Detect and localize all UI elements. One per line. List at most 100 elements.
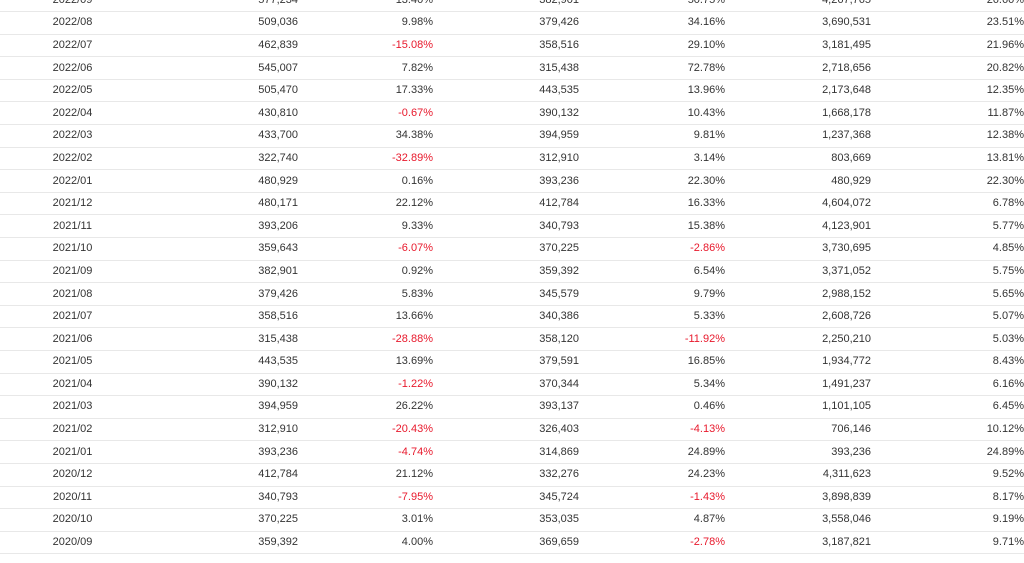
sales-cell: 312,910 xyxy=(145,418,298,442)
sales-cell: 315,438 xyxy=(145,327,298,351)
cumulative-change-cell: 13.81% xyxy=(871,147,1024,171)
sales-cell: 393,236 xyxy=(145,440,298,464)
sales-change-cell: -1.22% xyxy=(298,373,433,397)
prior-change-cell: 5.33% xyxy=(579,305,725,329)
sales-change-cell: 3.01% xyxy=(298,508,433,532)
sales-cell: 505,470 xyxy=(145,79,298,103)
date-cell: 2021/11 xyxy=(0,214,145,239)
prior-change-cell: 50.75% xyxy=(579,0,725,13)
sales-change-cell: 7.82% xyxy=(298,56,433,80)
cumulative-cell: 1,668,178 xyxy=(725,101,871,126)
prior-change-cell: 9.79% xyxy=(579,282,725,306)
sales-cell: 433,700 xyxy=(145,124,298,148)
date-cell: 2021/03 xyxy=(0,395,145,419)
sales-change-cell: 22.12% xyxy=(298,192,433,216)
sales-cell: 394,959 xyxy=(145,395,298,419)
cumulative-change-cell: 8.43% xyxy=(871,350,1024,374)
prior-change-cell: 5.34% xyxy=(579,373,725,397)
cumulative-cell: 480,929 xyxy=(725,169,871,193)
cumulative-change-cell: 24.89% xyxy=(871,440,1024,464)
cumulative-cell: 3,371,052 xyxy=(725,260,871,284)
prior-value-cell: 353,035 xyxy=(433,508,579,532)
cumulative-cell: 1,934,772 xyxy=(725,350,871,374)
sales-change-cell: 26.22% xyxy=(298,395,433,419)
sales-change-cell: -4.74% xyxy=(298,440,433,464)
cumulative-change-cell: 6.78% xyxy=(871,192,1024,216)
prior-value-cell: 412,784 xyxy=(433,192,579,216)
table-row: 2021/05 443,535 13.69% 379,591 16.85% 1,934,7… xyxy=(0,350,1024,374)
cumulative-cell: 3,558,046 xyxy=(725,508,871,532)
date-cell: 2022/06 xyxy=(0,56,145,80)
prior-change-cell: -4.13% xyxy=(579,418,725,442)
cumulative-cell: 4,311,623 xyxy=(725,463,871,487)
table-row: 2021/04 390,132 -1.22% 370,344 5.34% 1,491,23… xyxy=(0,373,1024,397)
prior-change-cell: 16.33% xyxy=(579,192,725,216)
cumulative-change-cell: 21.96% xyxy=(871,34,1024,58)
sales-cell: 340,793 xyxy=(145,486,298,510)
sales-cell: 382,901 xyxy=(145,260,298,284)
sales-change-cell: 0.92% xyxy=(298,260,433,284)
prior-change-cell: 10.43% xyxy=(579,101,725,126)
prior-value-cell: 379,426 xyxy=(433,11,579,35)
cumulative-cell: 1,491,237 xyxy=(725,373,871,397)
sales-change-cell: 13.40% xyxy=(298,0,433,13)
prior-change-cell: 3.14% xyxy=(579,147,725,171)
cumulative-cell: 3,181,495 xyxy=(725,34,871,58)
cumulative-cell: 803,669 xyxy=(725,147,871,171)
prior-value-cell: 332,276 xyxy=(433,463,579,487)
prior-value-cell: 390,132 xyxy=(433,101,579,126)
prior-value-cell: 379,591 xyxy=(433,350,579,374)
date-cell: 2022/02 xyxy=(0,147,145,171)
table-row: 2022/08 509,036 9.98% 379,426 34.16% 3,690,53… xyxy=(0,11,1024,35)
prior-change-cell: 16.85% xyxy=(579,350,725,374)
sales-cell: 393,206 xyxy=(145,214,298,239)
cumulative-change-cell: 9.52% xyxy=(871,463,1024,487)
sales-cell: 577,234 xyxy=(145,0,298,13)
cumulative-cell: 3,898,839 xyxy=(725,486,871,510)
table-row: 2022/04 430,810 -0.67% 390,132 10.43% 1,668,1… xyxy=(0,101,1024,126)
cumulative-cell: 4,604,072 xyxy=(725,192,871,216)
prior-value-cell: 345,724 xyxy=(433,486,579,510)
prior-value-cell: 358,120 xyxy=(433,327,579,351)
cumulative-change-cell: 5.77% xyxy=(871,214,1024,239)
cumulative-change-cell: 9.71% xyxy=(871,531,1024,555)
table-row: 2021/06 315,438 -28.88% 358,120 -11.92% 2,250… xyxy=(0,327,1024,351)
sales-cell: 480,929 xyxy=(145,169,298,193)
sales-cell: 462,839 xyxy=(145,34,298,58)
table-row: 2022/09577,23413.40%382,90150.75%4,267,7… xyxy=(0,0,1024,13)
cumulative-change-cell: 12.35% xyxy=(871,79,1024,103)
cumulative-change-cell: 5.07% xyxy=(871,305,1024,329)
date-cell: 2020/09 xyxy=(0,531,145,555)
sales-change-cell: -20.43% xyxy=(298,418,433,442)
sales-change-cell: 9.33% xyxy=(298,214,433,239)
table-row: 2022/02 322,740 -32.89% 312,910 3.14% 803,669… xyxy=(0,147,1024,171)
cumulative-cell: 706,146 xyxy=(725,418,871,442)
date-cell: 2021/09 xyxy=(0,260,145,284)
table-row: 2020/12 412,784 21.12% 332,276 24.23% 4,311,6… xyxy=(0,463,1024,487)
prior-change-cell: 24.89% xyxy=(579,440,725,464)
sales-cell: 545,007 xyxy=(145,56,298,80)
cumulative-cell: 1,101,105 xyxy=(725,395,871,419)
sales-change-cell: -28.88% xyxy=(298,327,433,351)
sales-change-cell: -15.08% xyxy=(298,34,433,58)
table-row: 2022/01 480,929 0.16% 393,236 22.30% 480,929 2… xyxy=(0,169,1024,193)
cumulative-cell: 4,267,765 xyxy=(725,0,871,13)
date-cell: 2022/04 xyxy=(0,101,145,126)
prior-change-cell: 29.10% xyxy=(579,34,725,58)
date-cell: 2021/12 xyxy=(0,192,145,216)
sales-change-cell: 0.16% xyxy=(298,169,433,193)
table-row: 2022/07 462,839 -15.08% 358,516 29.10% 3,181,… xyxy=(0,34,1024,58)
date-cell: 2022/03 xyxy=(0,124,145,148)
cumulative-cell: 3,690,531 xyxy=(725,11,871,35)
date-cell: 2021/02 xyxy=(0,418,145,442)
sales-cell: 322,740 xyxy=(145,147,298,171)
prior-value-cell: 314,869 xyxy=(433,440,579,464)
prior-value-cell: 359,392 xyxy=(433,260,579,284)
sales-change-cell: 9.98% xyxy=(298,11,433,35)
prior-value-cell: 394,959 xyxy=(433,124,579,148)
cumulative-change-cell: 5.03% xyxy=(871,327,1024,351)
table-row: 2022/05 505,470 17.33% 443,535 13.96% 2,173,6… xyxy=(0,79,1024,103)
